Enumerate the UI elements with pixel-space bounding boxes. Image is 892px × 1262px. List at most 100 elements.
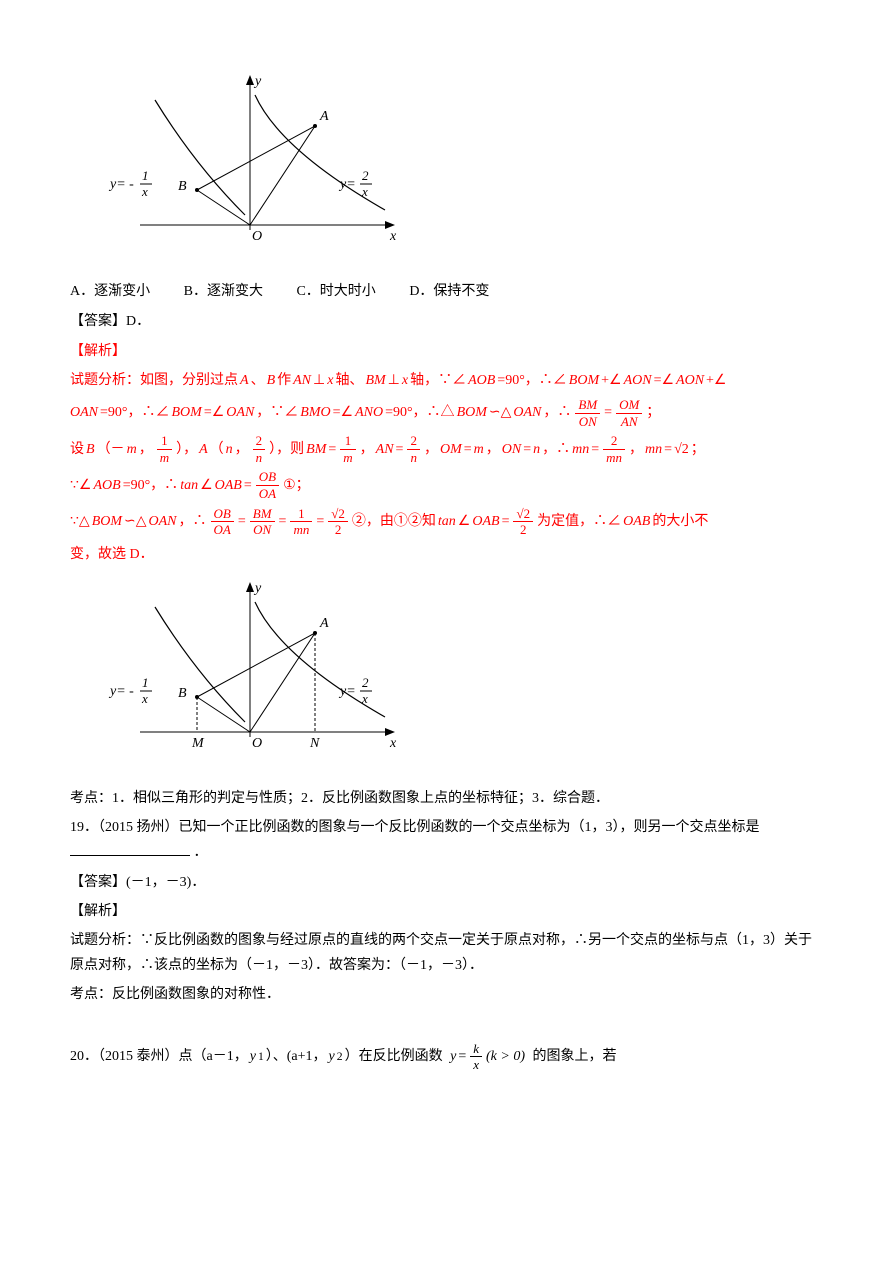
text: 为定值，∴∠ [537, 509, 621, 534]
text: = [279, 509, 287, 534]
graph-1-svg: y x A B O y= - 1 x y= 2 x [100, 70, 400, 260]
var: AN [293, 368, 311, 393]
text: ， [360, 437, 374, 462]
text: ， [629, 437, 643, 462]
text: = [523, 437, 531, 462]
fraction: k x [470, 1041, 482, 1073]
text: ）、(a+1， [266, 1044, 327, 1069]
var: y [329, 1044, 335, 1069]
denominator: mn [290, 522, 312, 538]
text: =∠ [204, 400, 224, 425]
denominator: mn [603, 450, 625, 466]
var: OAB [215, 473, 242, 498]
text: =90°，∴ [123, 473, 179, 498]
analysis-line-5: ∵△ BOM ∽△ OAN ，∴ OB OA = BM ON = 1 mn = … [70, 506, 822, 538]
text: ∵△ [70, 509, 90, 534]
numerator: √2 [513, 506, 533, 523]
var: m [127, 437, 137, 462]
text: =∠ [333, 400, 353, 425]
text: ，∴ [543, 400, 571, 425]
fraction: 2 n [407, 433, 420, 465]
sqrt: √2 [674, 437, 689, 462]
denominator: ON [250, 522, 275, 538]
denominator: OA [256, 486, 279, 502]
numerator: k [470, 1041, 482, 1058]
text: ； [691, 437, 705, 462]
var: AON [676, 368, 704, 393]
var: BMO [300, 400, 330, 425]
text: （ [210, 437, 224, 462]
analysis-header: 【解析】 [70, 339, 822, 364]
graph-2: y x A B O M N y= - 1 x y= 2 x [100, 577, 822, 776]
fraction: BM ON [575, 397, 600, 429]
var: x [327, 368, 333, 393]
text: +∠ [601, 368, 621, 393]
svg-text:y=: y= [338, 177, 356, 192]
text: = [591, 437, 599, 462]
svg-text:2: 2 [362, 675, 369, 690]
text: = [604, 400, 612, 425]
analysis-line-3: 设 B （－ m ， 1 m ）， A （ n ， 2 n ），则 BM = 1… [70, 433, 822, 465]
text: （－ [97, 437, 125, 462]
fraction: OM AN [616, 397, 642, 429]
var: AN [376, 437, 394, 462]
fraction: 1 m [340, 433, 355, 465]
text: ∵∠ [70, 473, 91, 498]
exam-point: 考点：1．相似三角形的判定与性质；2．反比例函数图象上点的坐标特征；3．综合题． [70, 786, 822, 811]
fraction: √2 2 [513, 506, 533, 538]
numerator: BM [575, 397, 600, 414]
text: ，∴ [542, 437, 570, 462]
text: ∽△ [124, 509, 147, 534]
option-b: B．逐渐变大 [184, 279, 263, 304]
var: BM [306, 437, 326, 462]
analysis-line-6: 变，故选 D． [70, 542, 822, 567]
numerator: √2 [328, 506, 348, 523]
text: =90°，∴∠ [100, 400, 170, 425]
q19-analysis-header: 【解析】 [70, 899, 822, 924]
text: ， [424, 437, 438, 462]
var: ON [502, 437, 521, 462]
svg-text:y= -: y= - [108, 177, 134, 192]
denominator: AN [616, 414, 642, 430]
denominator: 2 [513, 522, 533, 538]
text: = [316, 509, 324, 534]
option-d: D．保持不变 [409, 279, 489, 304]
text: ），则 [269, 437, 304, 462]
text: = [244, 473, 252, 498]
fraction: 1 mn [290, 506, 312, 538]
analysis-line-1: 试题分析：如图，分别过点 A 、 B 作 AN ⊥ x 轴、 BM ⊥ x 轴，… [70, 368, 822, 393]
fraction: OB OA [211, 506, 234, 538]
text: 轴、 [335, 368, 363, 393]
var: AON [624, 368, 652, 393]
denominator: m [157, 450, 172, 466]
text: 作 [277, 368, 291, 393]
fraction: √2 2 [328, 506, 348, 538]
option-c: C．时大时小 [296, 279, 375, 304]
svg-text:y= -: y= - [108, 684, 134, 699]
var: BOM [172, 400, 202, 425]
denominator: 2 [328, 522, 348, 538]
var: BOM [457, 400, 487, 425]
text: 、 [251, 368, 265, 393]
text: = [502, 509, 510, 534]
q19-exam-point: 考点：反比例函数图象的对称性． [70, 982, 822, 1007]
q19-answer: 【答案】(－1，－3)． [70, 870, 822, 895]
var: n [533, 437, 540, 462]
numerator: BM [250, 506, 275, 523]
answer-line: 【答案】D． [70, 309, 822, 334]
var: OM [440, 437, 462, 462]
text: 设 [70, 437, 84, 462]
text: ）在反比例函数 [345, 1044, 443, 1069]
text: ⊥ [313, 368, 325, 393]
svg-text:O: O [252, 736, 262, 751]
text: 试题分析：如图，分别过点 [70, 368, 238, 393]
denominator: ON [575, 414, 600, 430]
text: = [328, 437, 336, 462]
subscript: 1 [258, 1046, 264, 1067]
var: A [240, 368, 249, 393]
text: ∠ [200, 473, 213, 498]
svg-text:1: 1 [142, 168, 149, 183]
svg-text:M: M [191, 736, 205, 751]
fraction: BM ON [250, 506, 275, 538]
q20-stem: 20．（2015 泰州）点（a－1， y1 ）、(a+1， y2 ）在反比例函数… [70, 1041, 822, 1073]
